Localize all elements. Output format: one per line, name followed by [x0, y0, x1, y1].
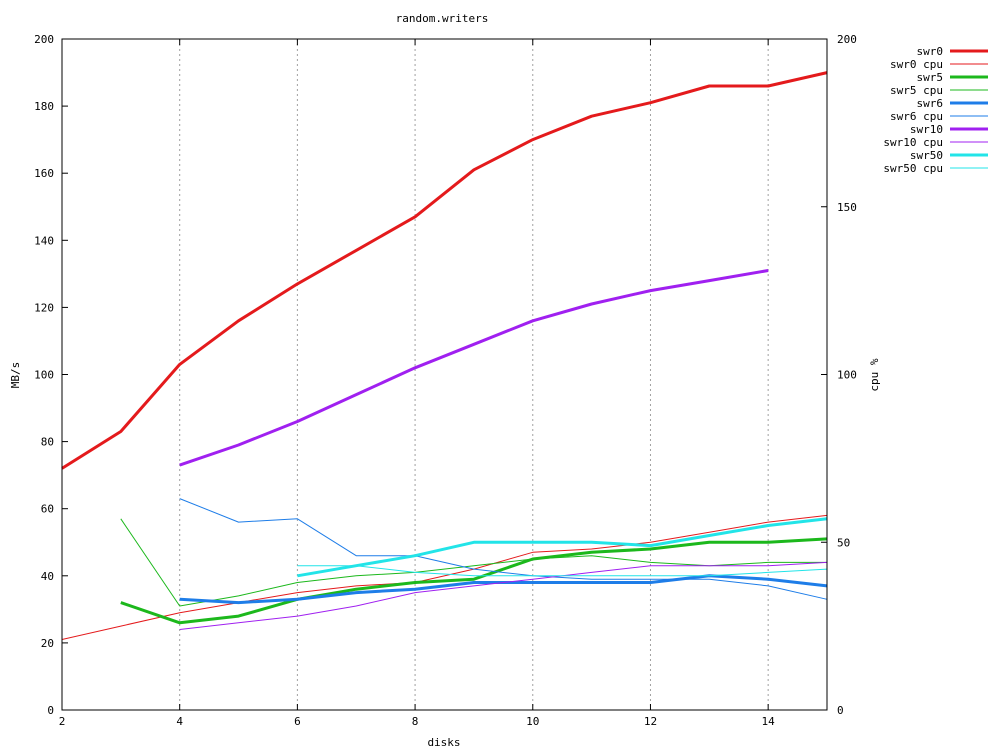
x-tick-label: 2 — [59, 715, 66, 728]
y-tick-label: 160 — [34, 167, 54, 180]
legend-label: swr5 cpu — [890, 84, 943, 97]
series-line-swr50 — [297, 517, 828, 578]
y2-tick-label: 0 — [837, 704, 844, 717]
y-tick-label: 180 — [34, 100, 54, 113]
x-tick-label: 12 — [644, 715, 657, 728]
y2-tick-label: 150 — [837, 201, 857, 214]
y2-axis-label: cpu % — [868, 358, 881, 391]
series-line-swr10-cpu — [179, 561, 828, 630]
y-tick-label: 0 — [47, 704, 54, 717]
x-axis-label: disks — [427, 736, 460, 749]
grid-lines — [179, 39, 769, 710]
series-layer — [61, 71, 828, 640]
legend-label: swr5 — [917, 71, 944, 84]
y-tick-label: 80 — [41, 436, 54, 449]
legend-label: swr0 — [917, 45, 944, 58]
legend-label: swr50 — [910, 149, 943, 162]
legend-label: swr50 cpu — [883, 162, 943, 175]
legend-label: swr10 cpu — [883, 136, 943, 149]
series-line-swr5 — [120, 537, 828, 625]
axis-ticks: 2 4 6 8 10 12 14020406080100120140160180200050… — [34, 33, 857, 728]
y2-tick-label: 100 — [837, 369, 857, 382]
legend-label: swr6 — [917, 97, 944, 110]
series-line-swr10 — [179, 269, 769, 467]
y2-tick-label: 200 — [837, 33, 857, 46]
series-line-swr5-cpu — [120, 518, 827, 607]
legend-label: swr0 cpu — [890, 58, 943, 71]
plot-frame — [61, 38, 828, 711]
series-line-swr6 — [179, 574, 828, 605]
x-tick-label: 6 — [294, 715, 301, 728]
y-tick-label: 200 — [34, 33, 54, 46]
series-line-swr0 — [61, 71, 828, 470]
x-tick-label: 8 — [412, 715, 419, 728]
legend-label: swr6 cpu — [890, 110, 943, 123]
y-tick-label: 40 — [41, 570, 54, 583]
series-line-swr50-cpu — [297, 565, 828, 577]
y2-tick-label: 50 — [837, 536, 850, 549]
y-tick-label: 20 — [41, 637, 54, 650]
y-tick-label: 120 — [34, 301, 54, 314]
legend-label: swr10 — [910, 123, 943, 136]
x-tick-label: 10 — [526, 715, 539, 728]
y-axis-label: MB/s — [9, 362, 22, 389]
x-tick-label: 14 — [762, 715, 776, 728]
series-line-swr0-cpu — [61, 514, 828, 640]
y-tick-label: 100 — [34, 369, 54, 382]
y-tick-label: 140 — [34, 234, 54, 247]
x-tick-label: 4 — [176, 715, 183, 728]
y-tick-label: 60 — [41, 503, 54, 516]
series-line-swr6-cpu — [179, 498, 828, 600]
chart-title: random.writers — [396, 12, 489, 25]
